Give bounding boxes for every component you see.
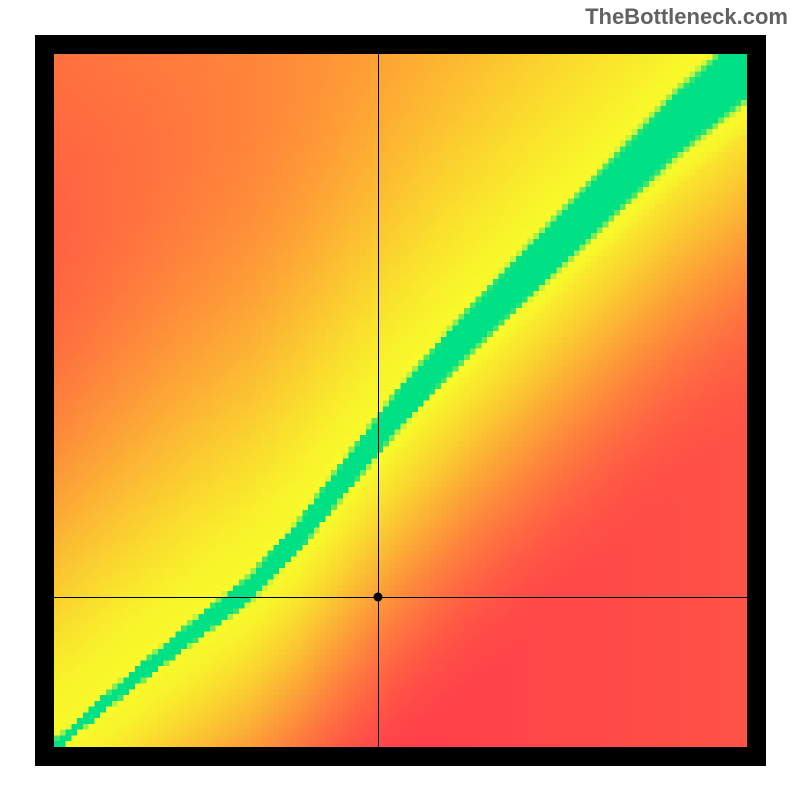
heatmap-canvas — [54, 54, 747, 747]
plot-area — [54, 54, 747, 747]
crosshair-vertical — [378, 54, 379, 747]
plot-frame — [35, 35, 766, 766]
chart-container: TheBottleneck.com — [0, 0, 800, 800]
watermark-text: TheBottleneck.com — [585, 4, 788, 30]
data-point — [374, 593, 383, 602]
crosshair-horizontal — [54, 597, 747, 598]
